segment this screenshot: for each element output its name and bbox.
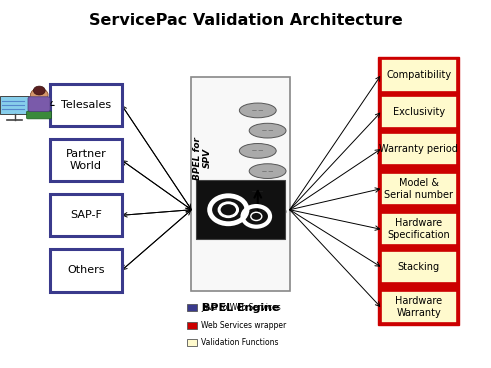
Text: Exclusivity: Exclusivity <box>393 107 445 117</box>
Text: Validation Functions: Validation Functions <box>201 339 279 347</box>
Bar <box>381 96 457 128</box>
Text: Compatibility: Compatibility <box>386 70 451 81</box>
Ellipse shape <box>249 204 286 219</box>
Text: BPEL for
SPV: BPEL for SPV <box>192 137 212 180</box>
FancyBboxPatch shape <box>28 97 50 112</box>
Bar <box>191 77 290 291</box>
Text: Others: Others <box>67 265 105 276</box>
Text: — —: — — <box>252 148 263 153</box>
Text: — —: — — <box>252 189 263 194</box>
Text: — —: — — <box>262 169 273 174</box>
Text: Hardware
Specification: Hardware Specification <box>387 219 450 240</box>
Ellipse shape <box>240 103 276 118</box>
Bar <box>381 173 457 205</box>
Bar <box>378 57 460 325</box>
Bar <box>50 139 122 181</box>
Ellipse shape <box>249 123 286 138</box>
Bar <box>187 339 197 346</box>
Text: Stacking: Stacking <box>398 262 440 272</box>
Bar <box>0 96 29 114</box>
Text: Telesales: Telesales <box>61 100 111 110</box>
Circle shape <box>220 204 237 216</box>
Ellipse shape <box>240 184 276 199</box>
Bar <box>381 59 457 92</box>
Bar <box>381 251 457 283</box>
Bar <box>187 304 197 311</box>
Text: Partner
World: Partner World <box>66 149 106 171</box>
Text: Hardware
Warranty: Hardware Warranty <box>395 297 442 318</box>
Bar <box>187 322 197 329</box>
Bar <box>381 133 457 165</box>
Text: — —: — — <box>252 108 263 113</box>
Ellipse shape <box>240 144 276 158</box>
Text: BPEL Engine: BPEL Engine <box>202 303 279 313</box>
Bar <box>50 194 122 237</box>
Text: Web Services wrapper: Web Services wrapper <box>201 321 287 330</box>
Text: SAP-F: SAP-F <box>70 210 102 220</box>
Bar <box>381 213 457 245</box>
Bar <box>196 180 285 239</box>
Text: Model &
Serial number: Model & Serial number <box>384 178 453 199</box>
Text: — —: — — <box>262 209 273 214</box>
Circle shape <box>219 203 238 217</box>
Text: ServicePac Validation Architecture: ServicePac Validation Architecture <box>88 13 403 28</box>
Text: — —: — — <box>262 128 273 133</box>
FancyBboxPatch shape <box>27 111 52 119</box>
Circle shape <box>251 212 262 220</box>
Ellipse shape <box>249 164 286 178</box>
Bar <box>50 250 122 291</box>
Text: Java to Web Services: Java to Web Services <box>201 303 281 312</box>
Bar <box>50 84 122 126</box>
Text: Warranty period: Warranty period <box>380 144 458 154</box>
Circle shape <box>33 86 45 95</box>
Bar <box>381 291 457 323</box>
Circle shape <box>30 88 48 102</box>
